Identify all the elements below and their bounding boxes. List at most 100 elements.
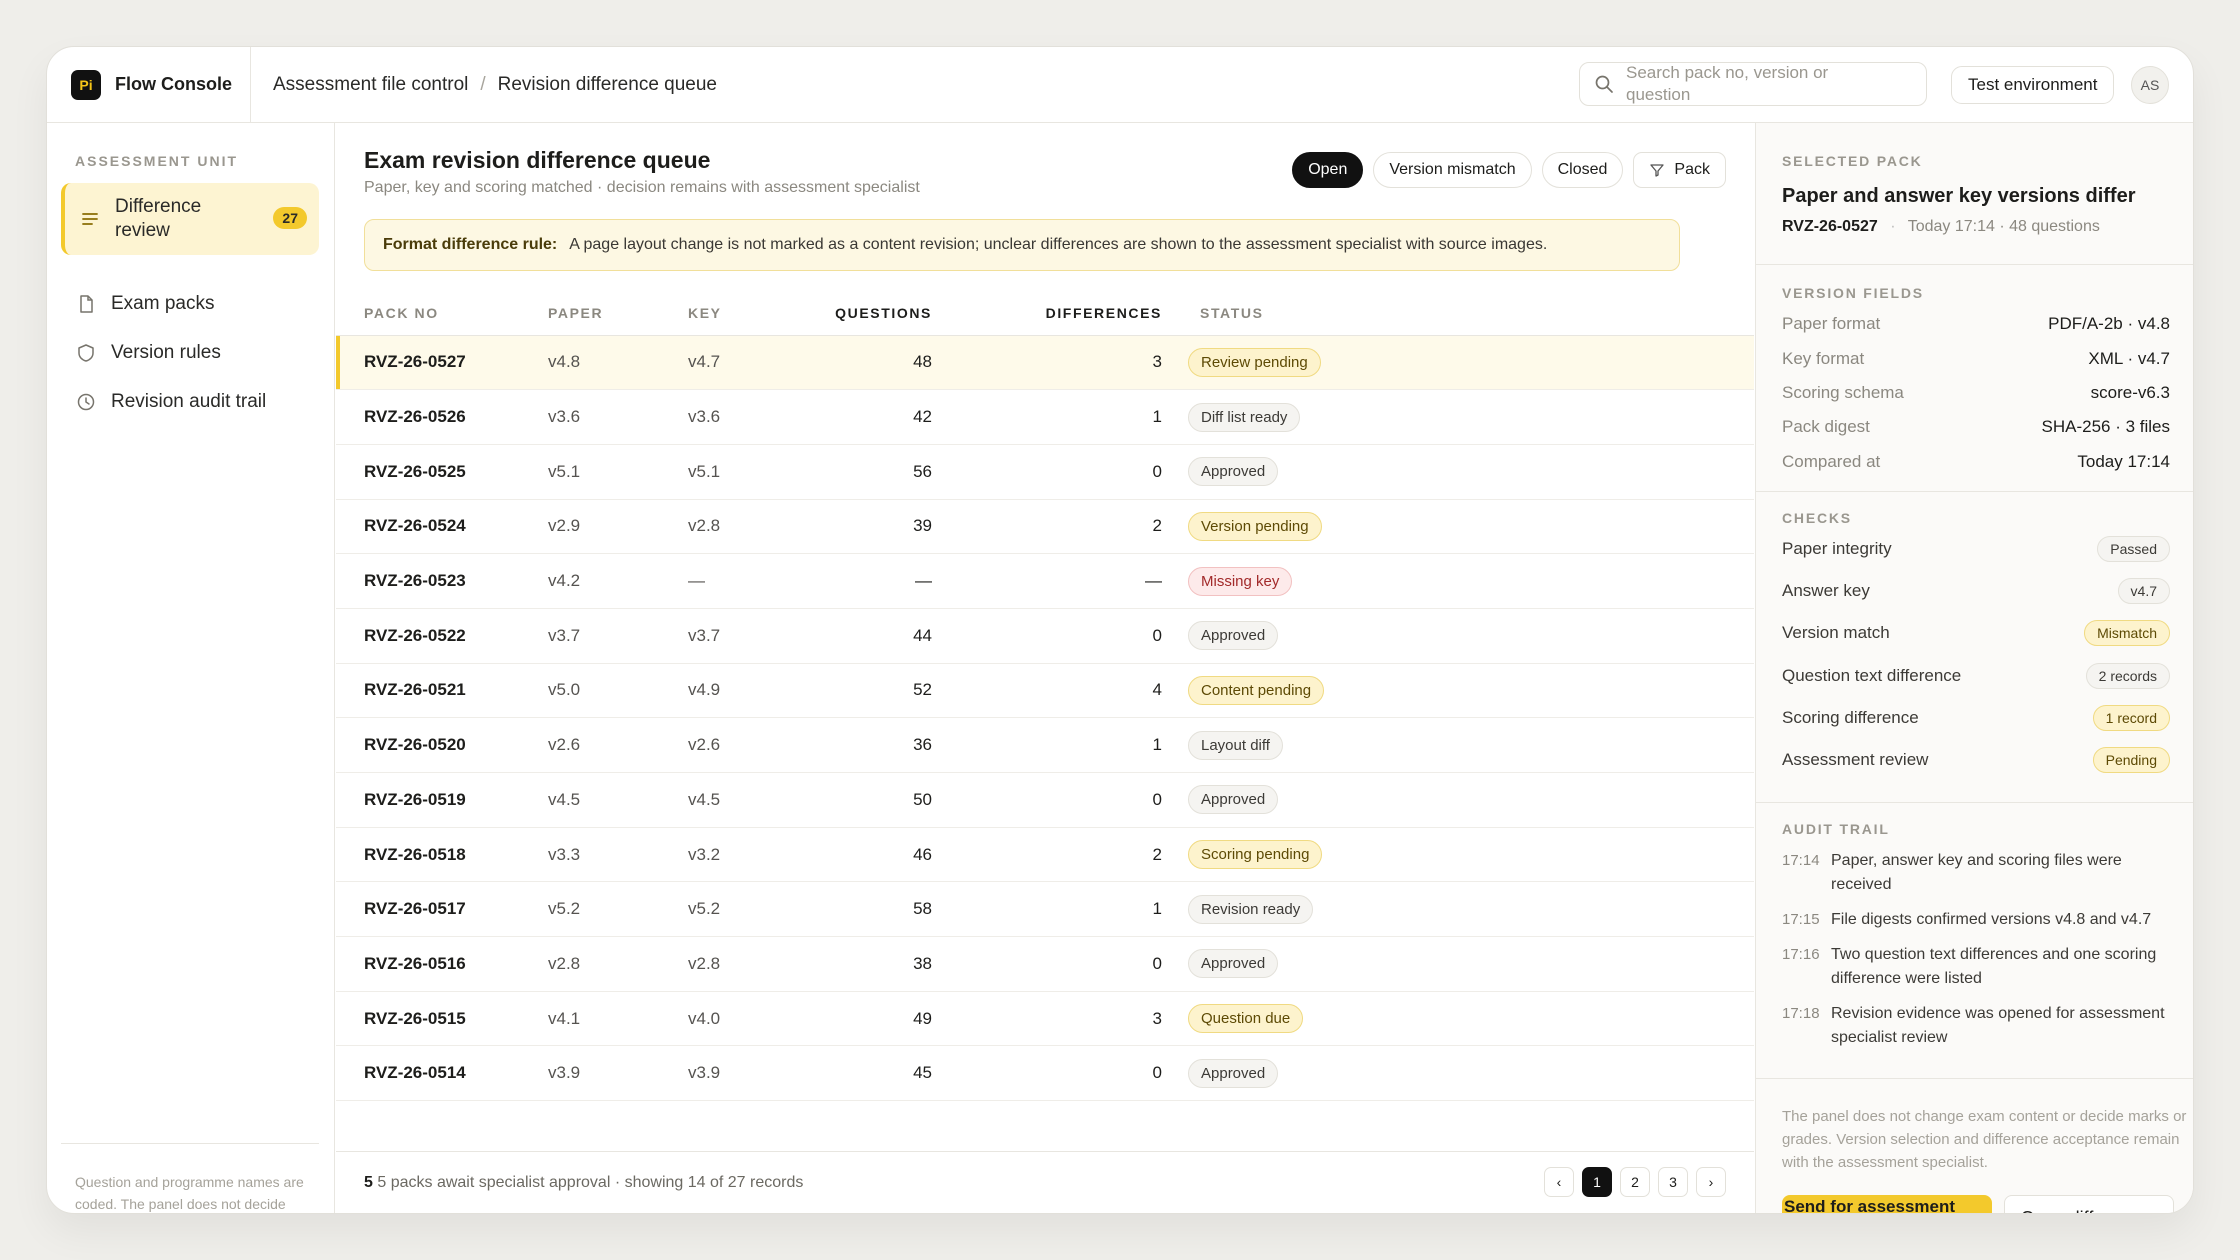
open-differences-button[interactable]: Open differences bbox=[2004, 1195, 2174, 1213]
breadcrumb-item-file-control[interactable]: Assessment file control bbox=[273, 73, 469, 95]
rule-text: A page layout change is not marked as a … bbox=[569, 236, 1548, 253]
paper-cell: v5.2 bbox=[548, 881, 688, 938]
sidebar-divider bbox=[61, 1143, 319, 1144]
paper-cell: v3.6 bbox=[548, 389, 688, 445]
status-cell: Approved bbox=[1162, 772, 1754, 828]
key-cell: v3.2 bbox=[688, 827, 828, 883]
questions-cell: 48 bbox=[828, 335, 932, 391]
status-badge: Revision ready bbox=[1188, 894, 1314, 924]
paper-cell: v3.7 bbox=[548, 608, 688, 664]
panel-footnote: The panel does not change exam content o… bbox=[1782, 1108, 2187, 1171]
key-cell: v5.2 bbox=[688, 881, 828, 938]
version-fields-section: VERSION FIELDS Paper format PDF/A-2b · v4… bbox=[1756, 265, 2193, 492]
paper-cell: v5.1 bbox=[548, 444, 688, 500]
filter-version-mismatch[interactable]: Version mismatch bbox=[1373, 152, 1532, 188]
questions-cell: 52 bbox=[828, 663, 932, 719]
page-next-button[interactable]: › bbox=[1696, 1167, 1726, 1197]
page-1-button[interactable]: 1 bbox=[1582, 1167, 1612, 1197]
pack-no-cell: RVZ-26-0516 bbox=[336, 936, 548, 992]
filter-closed[interactable]: Closed bbox=[1541, 152, 1624, 188]
table-row[interactable]: RVZ-26-0519 v4.5 v4.5 50 0 Approved bbox=[336, 772, 1754, 828]
status-badge: Approved bbox=[1188, 457, 1279, 487]
avatar[interactable]: AS bbox=[2131, 66, 2169, 104]
table-row[interactable]: RVZ-26-0527 v4.8 v4.7 48 3 Review pending bbox=[336, 335, 1754, 391]
field-label: Paper format bbox=[1782, 314, 1881, 334]
pack-no-cell: RVZ-26-0525 bbox=[336, 444, 548, 500]
table-row[interactable]: RVZ-26-0525 v5.1 v5.1 56 0 Approved bbox=[336, 444, 1754, 500]
column-header-pack-no[interactable]: PACK NO bbox=[336, 291, 548, 336]
check-label: Version match bbox=[1782, 623, 1890, 643]
format-rule-banner: Format difference rule: A page layout ch… bbox=[364, 219, 1680, 271]
footer-summary: 5 5 packs await specialist approval · sh… bbox=[364, 1174, 803, 1192]
check-row: Scoring difference 1 record bbox=[1782, 697, 2170, 739]
pack-no-cell: RVZ-26-0520 bbox=[336, 717, 548, 773]
table-row[interactable]: RVZ-26-0515 v4.1 v4.0 49 3 Question due bbox=[336, 991, 1754, 1047]
status-cell: Approved bbox=[1162, 936, 1754, 992]
table-row[interactable]: RVZ-26-0518 v3.3 v3.2 46 2 Scoring pending bbox=[336, 827, 1754, 883]
status-cell: Missing key bbox=[1162, 553, 1754, 609]
key-cell: v3.9 bbox=[688, 1045, 828, 1102]
check-status-badge: 2 records bbox=[2085, 662, 2170, 689]
column-header-status[interactable]: STATUS bbox=[1162, 291, 1754, 336]
page-title: Exam revision difference queue bbox=[364, 147, 711, 173]
column-header-key[interactable]: KEY bbox=[688, 291, 828, 336]
detail-panel: SELECTED PACK Paper and answer key versi… bbox=[1755, 123, 2193, 1213]
filter-pack-button[interactable]: Pack bbox=[1633, 152, 1726, 188]
queue-main: Exam revision difference queue Paper, ke… bbox=[336, 123, 1754, 1213]
status-badge: Question due bbox=[1188, 1004, 1304, 1034]
table-row[interactable]: RVZ-26-0514 v3.9 v3.9 45 0 Approved bbox=[336, 1045, 1754, 1102]
table-row[interactable]: RVZ-26-0526 v3.6 v3.6 42 1 Diff list ready bbox=[336, 389, 1754, 445]
questions-cell: 38 bbox=[828, 936, 932, 992]
status-cell: Diff list ready bbox=[1162, 389, 1754, 445]
sidebar-item-exam-packs[interactable]: Exam packs bbox=[61, 283, 319, 325]
questions-cell: — bbox=[828, 553, 932, 609]
table-row[interactable]: RVZ-26-0521 v5.0 v4.9 52 4 Content pending bbox=[336, 663, 1754, 719]
status-badge: Approved bbox=[1188, 621, 1279, 651]
status-cell: Content pending bbox=[1162, 663, 1754, 719]
check-label: Assessment review bbox=[1782, 750, 1929, 770]
key-cell: v4.0 bbox=[688, 991, 828, 1047]
check-label: Paper integrity bbox=[1782, 539, 1892, 559]
table-row[interactable]: RVZ-26-0516 v2.8 v2.8 38 0 Approved bbox=[336, 936, 1754, 992]
paper-cell: v3.3 bbox=[548, 827, 688, 883]
page-prev-button[interactable]: ‹ bbox=[1544, 1167, 1574, 1197]
search-input[interactable]: Search pack no, version or question bbox=[1579, 62, 1927, 106]
audit-entry: 17:14 Paper, answer key and scoring files… bbox=[1782, 849, 2170, 897]
filter-open[interactable]: Open bbox=[1292, 152, 1364, 188]
sidebar-item-revision-audit-trail[interactable]: Revision audit trail bbox=[61, 381, 319, 423]
table-row[interactable]: RVZ-26-0523 v4.2— — — Missing key bbox=[336, 553, 1754, 609]
send-for-review-button[interactable]: Send for assessment review bbox=[1782, 1195, 1992, 1213]
version-field-row: Paper format PDF/A-2b · v4.8 bbox=[1782, 307, 2170, 341]
key-cell: v4.5 bbox=[688, 772, 828, 828]
sidebar-item-difference-review[interactable]: Difference review 27 bbox=[61, 183, 319, 255]
selected-pack-no: RVZ-26-0527 bbox=[1782, 218, 1878, 235]
questions-cell: 36 bbox=[828, 717, 932, 773]
sidebar-item-version-rules[interactable]: Version rules bbox=[61, 332, 319, 374]
footer-text: 5 packs await specialist approval · show… bbox=[377, 1174, 804, 1191]
table-row[interactable]: RVZ-26-0522 v3.7 v3.7 44 0 Approved bbox=[336, 608, 1754, 664]
rule-label: Format difference rule: bbox=[383, 236, 558, 253]
check-status-badge: Passed bbox=[2097, 536, 2170, 563]
column-header-differences[interactable]: DIFFERENCES bbox=[932, 291, 1162, 336]
page-2-button[interactable]: 2 bbox=[1620, 1167, 1650, 1197]
check-status-badge: 1 record bbox=[2092, 704, 2170, 731]
key-cell: v2.8 bbox=[688, 499, 828, 555]
table-row[interactable]: RVZ-26-0517 v5.2 v5.2 58 1 Revision ready bbox=[336, 881, 1754, 938]
sidebar-item-label: Revision audit trail bbox=[111, 391, 267, 412]
column-header-questions[interactable]: QUESTIONS bbox=[828, 291, 932, 336]
audit-trail-section: AUDIT TRAIL 17:14 Paper, answer key and s… bbox=[1756, 803, 2193, 1079]
environment-button[interactable]: Test environment bbox=[1951, 66, 2115, 104]
page-3-button[interactable]: 3 bbox=[1658, 1167, 1688, 1197]
table-row[interactable]: RVZ-26-0524 v2.9 v2.8 39 2 Version pending bbox=[336, 499, 1754, 555]
brand[interactable]: Pi Flow Console bbox=[47, 47, 251, 122]
paper-cell: v4.2 bbox=[548, 553, 688, 609]
audit-time: 17:14 bbox=[1782, 852, 1820, 869]
table-row[interactable]: RVZ-26-0520 v2.6 v2.6 36 1 Layout diff bbox=[336, 717, 1754, 773]
differences-cell: 3 bbox=[932, 335, 1162, 391]
field-value: XML · v4.7 bbox=[2088, 348, 2170, 368]
pagination: ‹ 1 2 3 › bbox=[1544, 1167, 1726, 1197]
paper-cell: v3.9 bbox=[548, 1045, 688, 1102]
page-subtitle: Paper, key and scoring matched · decisio… bbox=[364, 179, 920, 196]
selected-meta: Today 17:14 · 48 questions bbox=[1907, 218, 2100, 235]
column-header-paper[interactable]: PAPER bbox=[548, 291, 688, 336]
